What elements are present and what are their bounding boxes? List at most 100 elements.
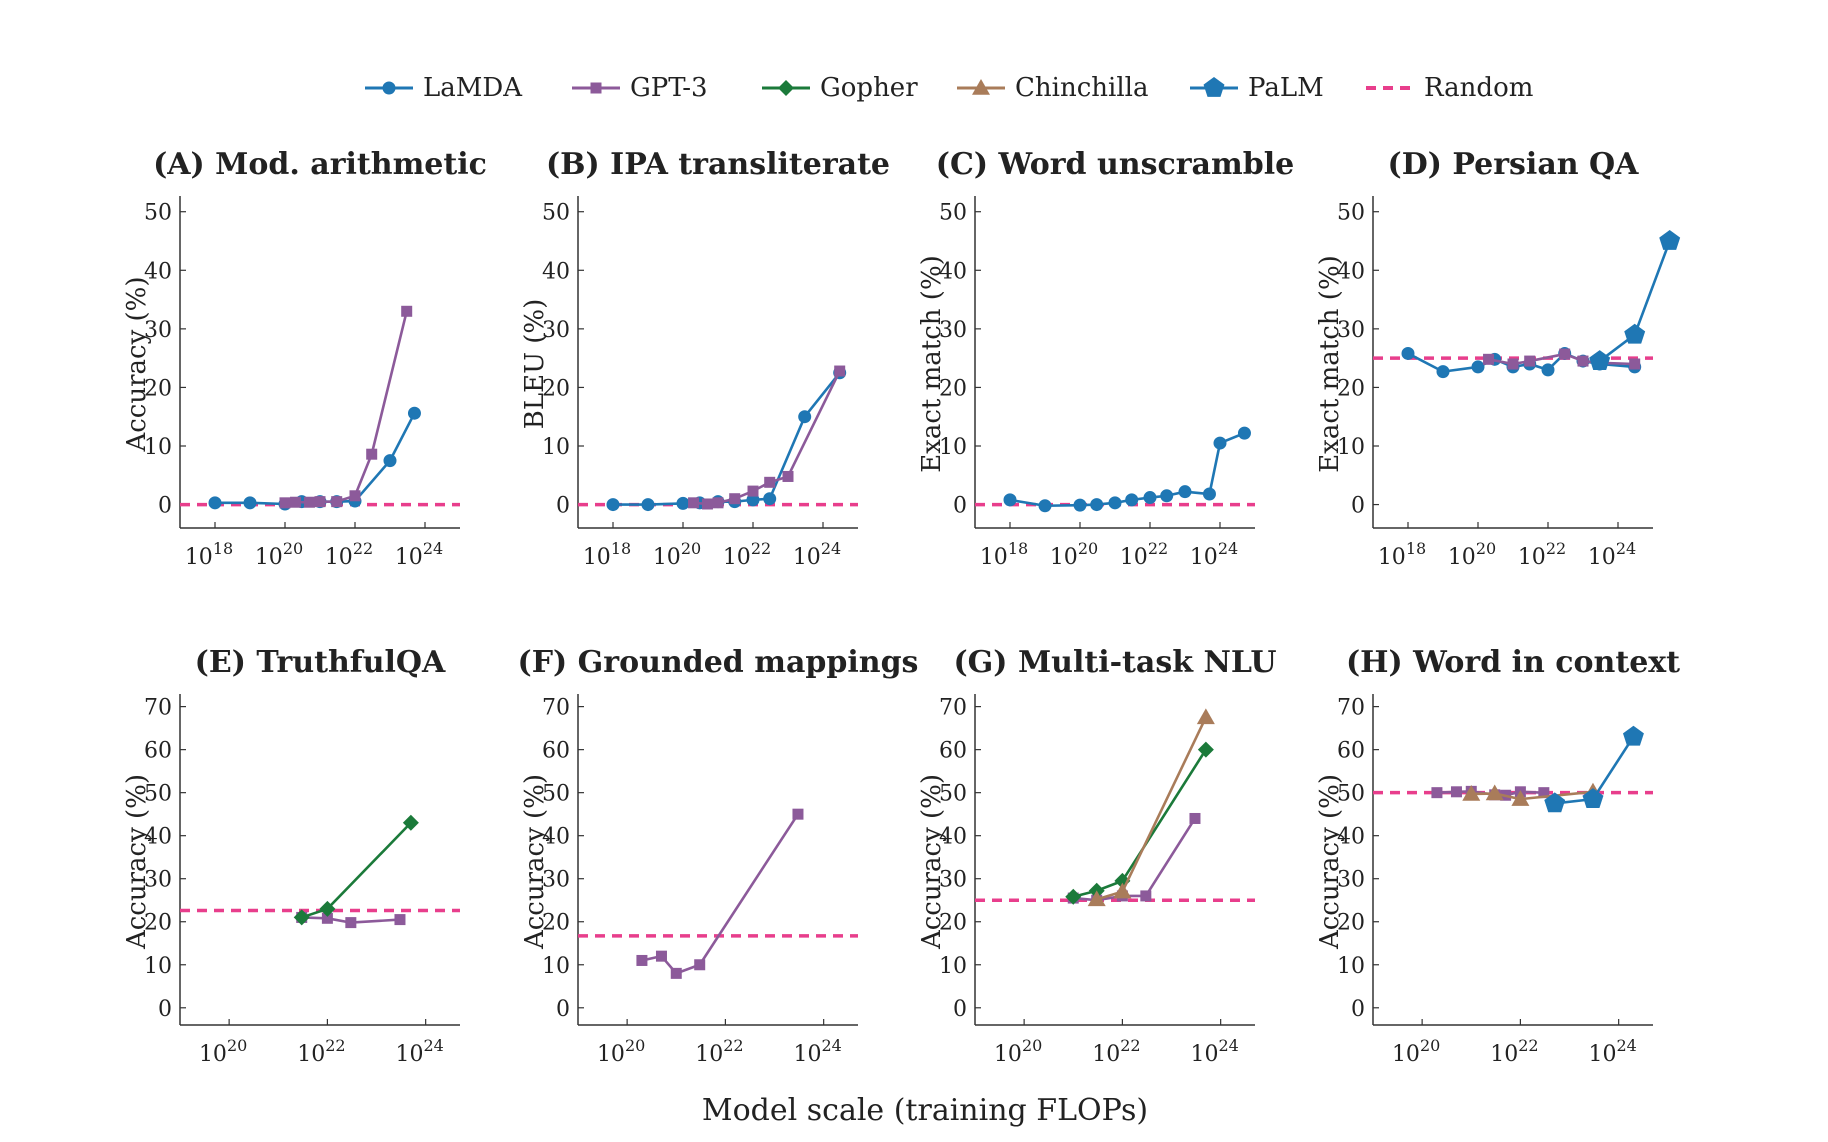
x-tick-label: 1018 <box>583 539 631 570</box>
y-tick-label: 50 <box>144 201 172 226</box>
data-point <box>315 496 326 507</box>
series-palm <box>1544 726 1644 813</box>
chart-panel-b: (B) IPA transliterate0102030405010181020… <box>520 147 890 570</box>
x-tick-label: 1020 <box>1392 1036 1440 1067</box>
y-tick-label: 70 <box>939 696 967 721</box>
data-point <box>401 306 412 317</box>
data-point <box>1144 492 1156 504</box>
data-point <box>1065 889 1081 905</box>
chart-panel-h: (H) Word in context010203040506070102010… <box>1315 645 1680 1067</box>
x-tick-label: 1018 <box>185 539 233 570</box>
legend-label: GPT-3 <box>630 73 708 103</box>
x-tick-label: 1020 <box>597 1036 645 1067</box>
y-axis-label: Accuracy (%) <box>122 276 152 452</box>
data-point <box>642 499 654 511</box>
data-point <box>1524 356 1535 367</box>
data-point <box>1091 499 1103 511</box>
y-tick-label: 40 <box>542 259 570 284</box>
x-tick-label: 1022 <box>1092 1036 1140 1067</box>
legend-item-gpt-3: GPT-3 <box>572 73 708 103</box>
data-point <box>1109 497 1121 509</box>
legend-marker <box>383 82 395 94</box>
legend-item-lamda: LaMDA <box>365 73 523 103</box>
series-line <box>642 814 798 973</box>
legend-label: LaMDA <box>423 73 523 103</box>
chart-panel-e: (E) TruthfulQA01020304050607010201022102… <box>122 645 460 1067</box>
data-point <box>834 366 845 377</box>
data-point <box>1140 890 1151 901</box>
y-tick-label: 10 <box>1337 954 1365 979</box>
data-point <box>1074 499 1086 511</box>
data-point <box>792 809 803 820</box>
global-x-axis-label: Model scale (training FLOPs) <box>702 1093 1148 1128</box>
data-point <box>1203 488 1215 500</box>
y-tick-label: 0 <box>158 494 172 519</box>
data-point <box>1179 486 1191 498</box>
data-point <box>1238 427 1250 439</box>
data-point <box>729 493 740 504</box>
data-point <box>1189 813 1200 824</box>
data-point <box>764 493 776 505</box>
data-point <box>1126 494 1138 506</box>
x-tick-label: 1024 <box>793 1036 841 1067</box>
data-point <box>1004 494 1016 506</box>
data-point <box>783 471 794 482</box>
x-tick-label: 1024 <box>1588 539 1636 570</box>
y-tick-label: 0 <box>1351 997 1365 1022</box>
y-tick-label: 50 <box>939 201 967 226</box>
legend: LaMDAGPT-3GopherChinchillaPaLMRandom <box>365 73 1533 103</box>
data-point <box>799 411 811 423</box>
legend-marker <box>1204 77 1225 97</box>
data-point <box>384 455 396 467</box>
y-tick-label: 60 <box>542 739 570 764</box>
x-tick-label: 1022 <box>1518 539 1566 570</box>
data-point <box>350 490 361 501</box>
x-tick-label: 1022 <box>1490 1036 1538 1067</box>
x-tick-label: 1020 <box>255 539 303 570</box>
legend-label: Gopher <box>820 73 918 103</box>
y-axis-label: Exact match (%) <box>917 255 947 473</box>
y-tick-label: 70 <box>1337 696 1365 721</box>
panel-title: (D) Persian QA <box>1388 147 1640 182</box>
chart-panel-a: (A) Mod. arithmetic010203040501018102010… <box>122 147 487 570</box>
series-line <box>285 311 407 503</box>
y-tick-label: 10 <box>144 954 172 979</box>
series-lamda <box>209 407 420 510</box>
x-tick-label: 1020 <box>653 539 701 570</box>
y-tick-label: 60 <box>1337 739 1365 764</box>
y-axis-label: Accuracy (%) <box>1315 774 1345 950</box>
panel-title: (E) TruthfulQA <box>195 645 446 680</box>
data-point <box>1451 786 1462 797</box>
data-point <box>408 407 420 419</box>
data-point <box>713 497 724 508</box>
y-axis-label: Accuracy (%) <box>917 774 947 950</box>
data-point <box>331 496 342 507</box>
data-point <box>671 968 682 979</box>
legend-marker <box>778 80 794 96</box>
data-point <box>345 917 356 928</box>
data-point <box>764 477 775 488</box>
data-point <box>1113 883 1131 899</box>
data-point <box>636 955 647 966</box>
x-tick-label: 1018 <box>980 539 1028 570</box>
data-point <box>748 486 759 497</box>
y-axis-label: Exact match (%) <box>1315 255 1345 473</box>
data-point <box>280 497 291 508</box>
data-point <box>1483 354 1494 365</box>
y-axis-label: Accuracy (%) <box>520 774 550 950</box>
series-line <box>302 823 411 918</box>
x-tick-label: 1020 <box>199 1036 247 1067</box>
data-point <box>1589 350 1610 370</box>
data-point <box>1559 349 1570 360</box>
data-point <box>1402 347 1414 359</box>
y-tick-label: 70 <box>144 696 172 721</box>
y-tick-label: 70 <box>542 696 570 721</box>
y-tick-label: 10 <box>542 954 570 979</box>
data-point <box>1542 364 1554 376</box>
data-point <box>1214 437 1226 449</box>
legend-item-palm: PaLM <box>1190 73 1324 103</box>
data-point <box>607 499 619 511</box>
series-palm <box>1589 230 1680 370</box>
panels: (A) Mod. arithmetic010203040501018102010… <box>122 147 1680 1067</box>
chart-panel-g: (G) Multi-task NLU0102030405060701020102… <box>917 645 1277 1067</box>
